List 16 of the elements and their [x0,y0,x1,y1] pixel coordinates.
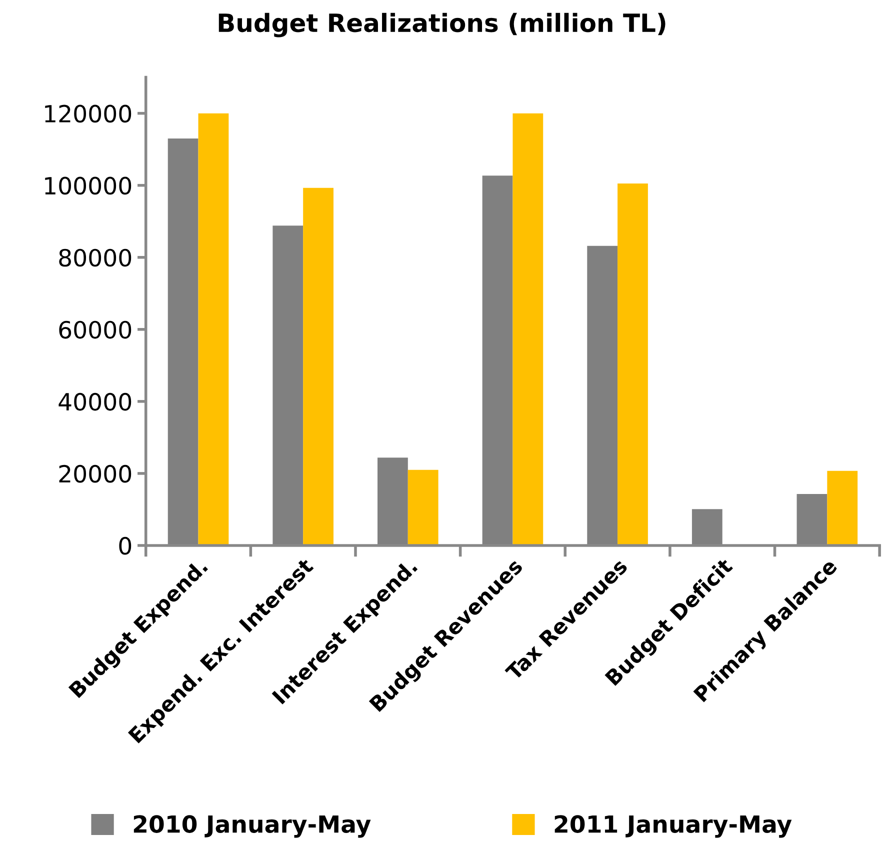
y-tick-label: 0 [119,536,132,555]
y-tick-label: 20000 [59,464,132,483]
bar [198,113,229,546]
y-tick-label: 120000 [45,104,132,123]
bar [827,470,858,546]
legend-label: 2010 January-May [134,815,371,838]
bar [618,184,648,546]
bar [408,470,438,546]
y-tick-label: 80000 [59,248,132,267]
chart-title: Budget Realizations (million TL) [218,12,666,38]
legend-label: 2011 January-May [554,815,792,838]
y-tick-label: 40000 [58,392,132,411]
y-tick-label: 60000 [59,320,132,339]
bar [512,113,544,546]
y-tick-label: 100000 [45,176,132,195]
bar [303,188,334,546]
